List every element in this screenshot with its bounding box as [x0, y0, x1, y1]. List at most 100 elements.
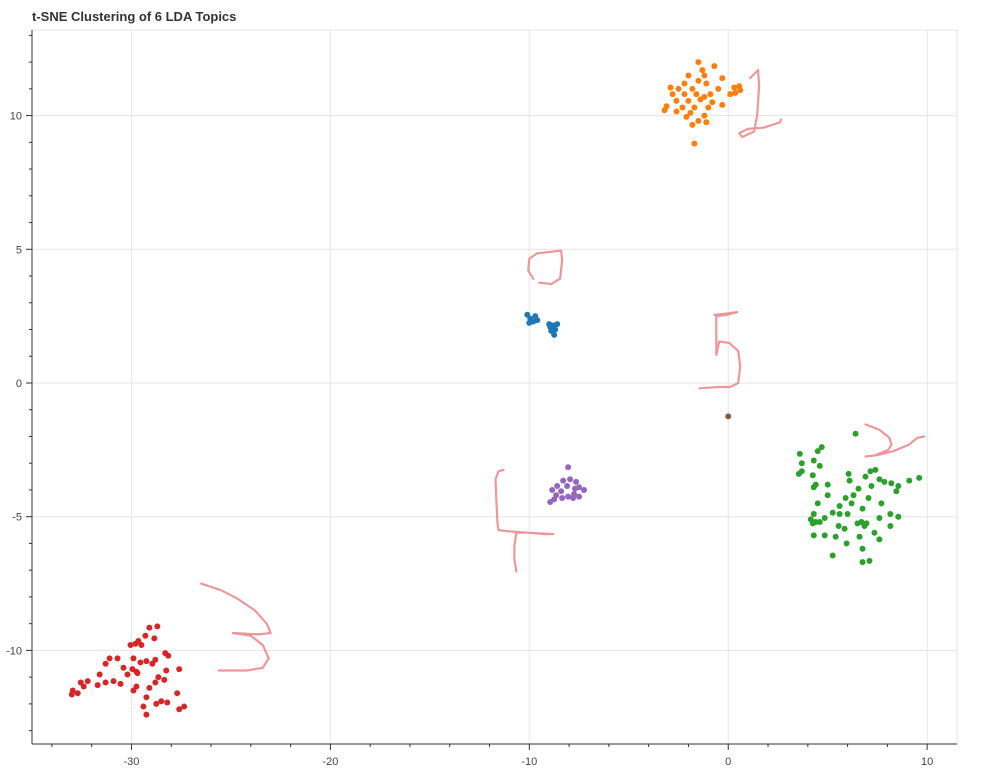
- y-tick-label-1: -5: [12, 512, 22, 524]
- point-s1-7: [681, 80, 688, 87]
- point-s2-40: [810, 511, 817, 518]
- point-s1-6: [695, 77, 702, 84]
- y-tick-label-2: 0: [16, 378, 22, 390]
- point-s2-14: [916, 474, 923, 481]
- point-s3-40: [74, 690, 81, 697]
- point-s2-36: [829, 509, 836, 516]
- point-s2-28: [824, 492, 831, 499]
- point-s3-12: [114, 655, 121, 662]
- point-s2-59: [856, 533, 863, 540]
- point-s3-41: [68, 691, 75, 698]
- point-s2-13: [862, 473, 869, 480]
- point-s4-13: [576, 493, 583, 500]
- point-s2-7: [872, 466, 879, 473]
- x-tick-label-2: -10: [521, 756, 537, 768]
- point-s2-22: [868, 482, 875, 489]
- point-s2-34: [878, 500, 885, 507]
- point-s3-15: [137, 659, 144, 666]
- point-s1-19: [693, 91, 700, 98]
- point-s2-12: [809, 472, 816, 479]
- point-s2-37: [836, 511, 843, 518]
- point-s3-1: [154, 623, 161, 630]
- point-s3-22: [163, 667, 170, 674]
- point-s2-51: [861, 523, 868, 530]
- point-s2-27: [850, 492, 857, 499]
- point-s2-4: [810, 457, 817, 464]
- point-s3-2: [142, 632, 149, 639]
- point-s3-3: [151, 635, 158, 642]
- point-s1-3: [685, 72, 692, 79]
- point-s2-43: [876, 515, 883, 522]
- point-s3-17: [149, 660, 156, 667]
- point-s5-0: [725, 413, 732, 420]
- point-s3-16: [102, 660, 109, 667]
- point-s2-25: [855, 485, 862, 492]
- point-s1-2: [699, 67, 706, 74]
- point-s4-10: [558, 488, 565, 495]
- point-s0-10: [554, 321, 561, 328]
- point-s1-8: [703, 80, 710, 87]
- point-s2-53: [887, 523, 894, 530]
- point-s3-26: [155, 674, 162, 681]
- point-s3-23: [134, 670, 141, 677]
- point-s2-31: [814, 500, 821, 507]
- point-s1-18: [681, 91, 688, 98]
- point-s1-10: [675, 85, 682, 92]
- point-s3-10: [106, 655, 113, 662]
- point-s3-21: [176, 666, 183, 673]
- point-s1-32: [661, 107, 668, 114]
- point-s2-39: [887, 511, 894, 518]
- point-s2-15: [876, 476, 883, 483]
- point-s3-37: [117, 680, 124, 687]
- point-s3-11: [130, 655, 137, 662]
- point-s2-38: [844, 511, 851, 518]
- point-s1-11: [689, 85, 696, 92]
- point-s1-31: [705, 104, 712, 111]
- point-s4-7: [572, 485, 579, 492]
- point-s3-0: [146, 624, 153, 631]
- point-s1-5: [719, 75, 726, 82]
- point-s3-30: [102, 679, 109, 686]
- point-s1-33: [673, 108, 680, 115]
- point-s1-36: [683, 113, 690, 120]
- handwritten-label-0: 0: [527, 249, 564, 286]
- point-s2-17: [906, 477, 913, 484]
- point-s1-37: [695, 117, 702, 124]
- point-s3-49: [176, 706, 183, 713]
- point-s1-16: [732, 89, 739, 96]
- point-s2-32: [848, 500, 855, 507]
- point-s1-25: [697, 96, 704, 103]
- point-s2-58: [832, 533, 839, 540]
- point-s3-48: [181, 703, 188, 710]
- point-s2-61: [843, 540, 850, 547]
- point-s2-8: [867, 468, 874, 475]
- point-s2-16: [846, 477, 853, 484]
- point-s4-14: [565, 493, 572, 500]
- point-s2-41: [895, 513, 902, 520]
- point-s3-45: [164, 699, 171, 706]
- point-s1-40: [691, 140, 698, 147]
- y-tick-label-0: -10: [6, 645, 22, 657]
- point-s2-50: [854, 520, 861, 527]
- point-s4-18: [547, 498, 554, 505]
- point-s3-25: [124, 671, 131, 678]
- point-s3-6: [127, 642, 134, 649]
- point-s1-12: [715, 85, 722, 92]
- point-s2-64: [859, 559, 866, 566]
- chart-title: t-SNE Clustering of 6 LDA Topics: [32, 9, 237, 24]
- point-s4-1: [567, 476, 574, 483]
- point-s3-42: [143, 694, 150, 701]
- point-s2-18: [881, 478, 888, 485]
- point-s1-20: [707, 91, 714, 98]
- point-s4-4: [554, 482, 561, 489]
- point-s2-10: [845, 470, 852, 477]
- handwritten-label-3: 3: [200, 582, 272, 672]
- point-s1-39: [689, 121, 696, 128]
- point-s2-48: [809, 520, 816, 527]
- point-s1-35: [701, 112, 708, 119]
- handwritten-label-2: 2: [864, 423, 926, 458]
- point-s2-30: [865, 494, 872, 501]
- point-s1-27: [719, 101, 726, 108]
- point-s1-17: [669, 91, 676, 98]
- point-s1-9: [667, 84, 674, 91]
